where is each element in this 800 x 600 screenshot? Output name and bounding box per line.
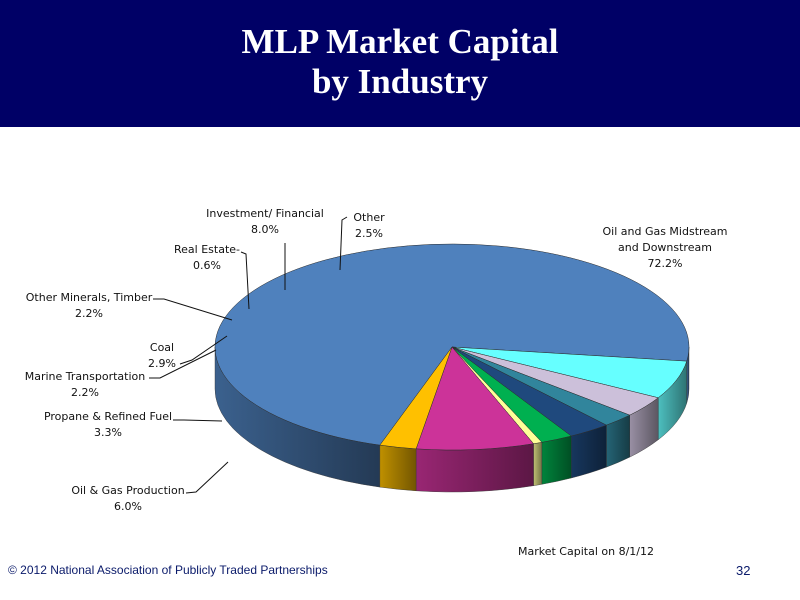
slice-label-marine-transportation: Marine Transportation [25, 370, 146, 383]
data-label-investment-financial: 8.0% [251, 223, 279, 236]
data-label-propane-refined-fuel: 3.3% [94, 426, 122, 439]
data-label-other: 2.5% [355, 227, 383, 240]
data-label-coal: 2.9% [148, 357, 176, 370]
slice-label-oil-gas-production: Oil & Gas Production [71, 484, 184, 497]
pie-side-investment-financial [415, 443, 534, 493]
slice-label-propane-refined-fuel: Propane & Refined Fuel [44, 410, 172, 423]
leader-line-other-minerals-timber [153, 298, 233, 321]
pie-top-faces [214, 243, 690, 451]
slide-title-line-2: by Industry [311, 62, 489, 101]
pie-chart: Oil and Gas Midstream and Downstream 72.2%… [25, 207, 728, 557]
data-label-marine-transportation: 2.2% [71, 386, 99, 399]
slide-title-line-1: MLP Market Capital [241, 22, 559, 61]
data-label-real-estate: 0.6% [193, 259, 221, 272]
leader-line-real-estate [240, 251, 250, 310]
title-banner [0, 0, 800, 127]
data-label-oil-gas-production: 6.0% [114, 500, 142, 513]
pie-side-walls [214, 346, 690, 493]
data-label-oil-and-gas-midstream-and-downstream: 72.2% [648, 257, 683, 270]
slice-label-investment-financial: Investment/ Financial [206, 207, 324, 220]
page-number: 32 [736, 563, 751, 578]
pie-slice-oil-and-gas-midstream-and-downstream [214, 243, 690, 446]
slice-label-other: Other [353, 211, 385, 224]
slice-label-oil-and-gas-midstream-and-downstream: Oil and Gas Midstream [602, 225, 727, 238]
data-label-other-minerals-timber: 2.2% [75, 307, 103, 320]
slice-label-coal: Coal [150, 341, 174, 354]
slice-label-other-minerals-timber: Other Minerals, Timber [26, 291, 153, 304]
slice-label-real-estate: Real Estate- [174, 243, 240, 256]
pie-slice-investment-financial [415, 346, 535, 451]
pie-labels: Oil and Gas Midstream and Downstream 72.2%… [25, 207, 728, 513]
slice-label-oil-and-gas-midstream-and-downstream: and Downstream [618, 241, 712, 254]
leader-line-coal [179, 335, 228, 365]
pie-side-real-estate [533, 442, 543, 486]
leader-line-marine-transportation [149, 349, 217, 379]
pie-side-other-minerals-timber [541, 435, 572, 485]
leader-line-propane-refined-fuel [173, 419, 223, 422]
pie-side-other [379, 444, 417, 492]
slide-title: MLP Market Capital by Industry [0, 22, 800, 102]
pie-slice-other [379, 346, 453, 450]
market-capital-annotation: Market Capital on 8/1/12 [518, 545, 654, 557]
copyright-footer: © 2012 National Association of Publicly … [8, 563, 328, 577]
leader-line-other [339, 216, 348, 271]
leader-line-oil-gas-production [185, 461, 229, 494]
